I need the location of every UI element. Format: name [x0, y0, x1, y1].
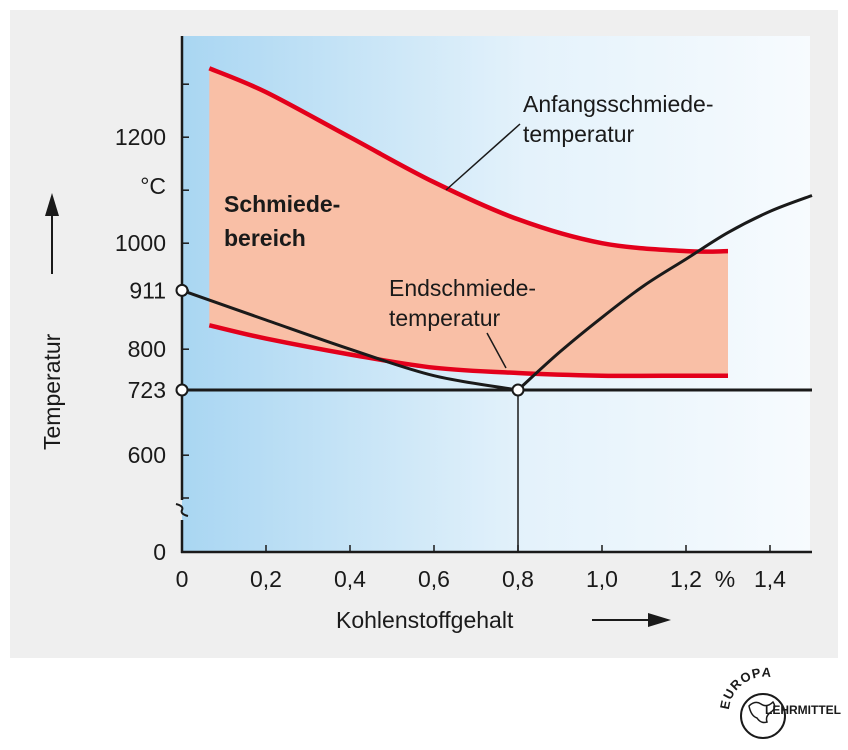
region-label-line2: bereich	[224, 225, 306, 251]
y-tick-label: 1200	[115, 124, 166, 150]
schmiedebereich-region	[209, 68, 729, 376]
y-tick-label: 800	[128, 336, 166, 362]
series-se-linie	[516, 194, 813, 392]
series-endschmiedetemperatur	[208, 323, 728, 379]
leader-line-start	[445, 123, 521, 191]
x-tick-label: 1,4	[754, 566, 786, 592]
y-unit-label: °C	[140, 173, 166, 199]
y-axis-arrow-icon	[45, 193, 59, 274]
y-tick-label: 600	[128, 442, 166, 468]
y-tick-label: 911	[129, 277, 166, 303]
globe-icon	[740, 693, 786, 739]
annotation-start-line1: Anfangsschmiede-	[523, 91, 714, 117]
x-tick-label: 0,6	[418, 566, 450, 592]
y-axis-break-icon	[175, 503, 189, 517]
special-point	[175, 383, 189, 397]
y-tick-label: 1000	[115, 230, 166, 256]
x-tick-label: 1,0	[586, 566, 618, 592]
x-tick-label: 0	[176, 566, 189, 592]
x-tick-label: 0,2	[250, 566, 282, 592]
x-axis-label: Kohlenstoffgehalt	[336, 607, 514, 633]
x-axis-arrow-icon	[592, 613, 671, 627]
x-tick-label: 0,8	[502, 566, 534, 592]
logo-side-text: LEHRMITTEL	[765, 703, 841, 717]
region-label-line1: Schmiede-	[224, 191, 340, 217]
series-gos-linie	[181, 288, 519, 392]
y-axis-label: Temperatur	[39, 333, 65, 450]
special-point	[511, 383, 525, 397]
special-point	[175, 283, 189, 297]
x-unit-label: %	[715, 566, 735, 592]
leader-line-end	[486, 332, 507, 369]
y-tick-label: 723	[128, 377, 166, 403]
series-anfangsschmiedetemperatur	[208, 66, 729, 254]
annotation-end-line1: Endschmiede-	[389, 275, 536, 301]
x-tick-label: 1,2	[670, 566, 702, 592]
publisher-logo: EUROPA LEHRMITTEL	[717, 665, 841, 739]
annotation-start-line2: temperatur	[523, 121, 635, 147]
x-tick-label: 0,4	[334, 566, 366, 592]
annotation-end-line2: temperatur	[389, 305, 501, 331]
y-tick-label-zero: 0	[153, 539, 166, 565]
continent-icon	[748, 700, 776, 724]
